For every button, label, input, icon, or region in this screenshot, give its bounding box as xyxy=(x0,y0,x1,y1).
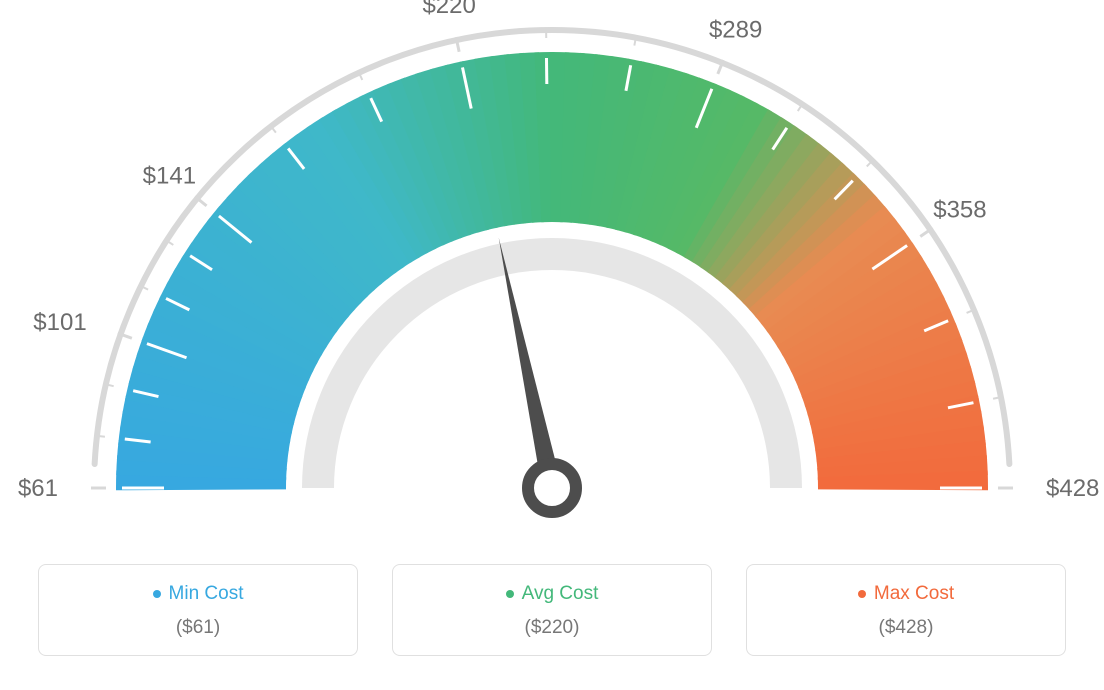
gauge-needle xyxy=(499,238,562,490)
legend-dot-min xyxy=(153,590,161,598)
legend-value-min: ($61) xyxy=(49,617,347,639)
legend-card-min: Min Cost ($61) xyxy=(38,564,358,656)
legend-title-min: Min Cost xyxy=(153,583,244,605)
legend-label-avg: Avg Cost xyxy=(522,583,599,605)
legend-card-avg: Avg Cost ($220) xyxy=(392,564,712,656)
gauge-tick-label: $220 xyxy=(422,0,475,19)
gauge-svg: $61 $101 $141 $220 $289 $358 $428 xyxy=(0,0,1104,555)
gauge-tick-label: $289 xyxy=(709,16,762,43)
legend-row: Min Cost ($61) Avg Cost ($220) Max Cost … xyxy=(38,564,1066,656)
gauge-tick-label: $141 xyxy=(143,163,196,190)
legend-dot-avg xyxy=(506,590,514,598)
gauge-tick-label: $358 xyxy=(933,196,986,223)
gauge-tick-label: $428 xyxy=(1046,475,1099,502)
legend-label-min: Min Cost xyxy=(169,583,244,605)
legend-title-max: Max Cost xyxy=(858,583,954,605)
gauge-needle-hub xyxy=(528,464,576,512)
legend-value-avg: ($220) xyxy=(403,617,701,639)
legend-dot-max xyxy=(858,590,866,598)
gauge-tick-label: $101 xyxy=(33,309,86,336)
gauge-tick-label: $61 xyxy=(18,475,58,502)
gauge-scale-minor-tick xyxy=(95,436,105,437)
legend-card-max: Max Cost ($428) xyxy=(746,564,1066,656)
legend-label-max: Max Cost xyxy=(874,583,954,605)
legend-title-avg: Avg Cost xyxy=(506,583,599,605)
legend-value-max: ($428) xyxy=(757,617,1055,639)
gauge-chart: $61 $101 $141 $220 $289 $358 $428 xyxy=(0,0,1104,555)
